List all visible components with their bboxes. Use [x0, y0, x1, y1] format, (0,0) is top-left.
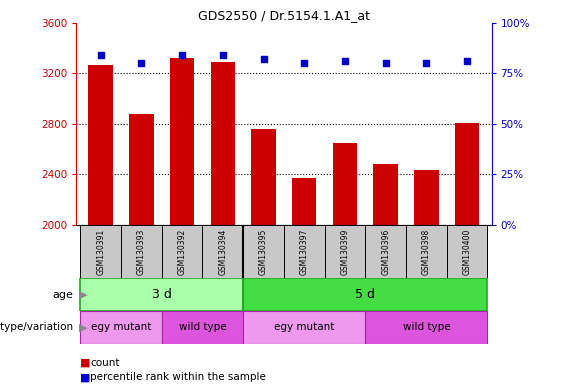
- Text: wild type: wild type: [179, 322, 227, 333]
- Text: GSM130398: GSM130398: [422, 228, 431, 275]
- Point: [218, 52, 227, 58]
- Point: [341, 58, 350, 65]
- Text: genotype/variation: genotype/variation: [0, 322, 73, 333]
- Bar: [243, 311, 366, 344]
- Title: GDS2550 / Dr.5154.1.A1_at: GDS2550 / Dr.5154.1.A1_at: [198, 9, 370, 22]
- Point: [381, 60, 390, 66]
- Point: [300, 60, 309, 66]
- Bar: [129, 114, 154, 225]
- Text: ▶: ▶: [79, 290, 88, 300]
- Text: GSM130391: GSM130391: [96, 228, 105, 275]
- Text: count: count: [90, 358, 120, 368]
- Text: GSM130394: GSM130394: [218, 228, 227, 275]
- Text: GSM130400: GSM130400: [463, 228, 472, 275]
- Text: GSM130392: GSM130392: [177, 228, 186, 275]
- Bar: [414, 170, 438, 225]
- Text: 3 d: 3 d: [152, 288, 172, 301]
- Text: wild type: wild type: [403, 322, 450, 333]
- Text: egy mutant: egy mutant: [274, 322, 334, 333]
- Text: GSM130393: GSM130393: [137, 228, 146, 275]
- Text: GSM130395: GSM130395: [259, 228, 268, 275]
- Point: [177, 52, 186, 58]
- Bar: [80, 225, 121, 278]
- Text: GSM130399: GSM130399: [341, 228, 350, 275]
- Point: [96, 52, 105, 58]
- Text: 5 d: 5 d: [355, 288, 375, 301]
- Text: egy mutant: egy mutant: [91, 322, 151, 333]
- Bar: [243, 278, 488, 311]
- Text: ■: ■: [80, 358, 90, 368]
- Text: GSM130397: GSM130397: [300, 228, 308, 275]
- Text: ■: ■: [80, 372, 90, 382]
- Bar: [292, 178, 316, 225]
- Bar: [333, 143, 357, 225]
- Point: [463, 58, 472, 65]
- Bar: [162, 311, 243, 344]
- Bar: [243, 225, 284, 278]
- Bar: [162, 225, 202, 278]
- Bar: [284, 225, 325, 278]
- Point: [137, 60, 146, 66]
- Bar: [121, 225, 162, 278]
- Bar: [366, 311, 488, 344]
- Bar: [366, 225, 406, 278]
- Bar: [80, 278, 243, 311]
- Bar: [211, 62, 235, 225]
- Bar: [170, 58, 194, 225]
- Bar: [202, 225, 243, 278]
- Text: ▶: ▶: [79, 322, 88, 333]
- Bar: [373, 164, 398, 225]
- Bar: [251, 129, 276, 225]
- Bar: [89, 65, 113, 225]
- Bar: [325, 225, 366, 278]
- Text: GSM130396: GSM130396: [381, 228, 390, 275]
- Point: [422, 60, 431, 66]
- Text: percentile rank within the sample: percentile rank within the sample: [90, 372, 266, 382]
- Bar: [455, 122, 479, 225]
- Bar: [447, 225, 488, 278]
- Point: [259, 56, 268, 63]
- Bar: [80, 311, 162, 344]
- Bar: [406, 225, 447, 278]
- Text: age: age: [53, 290, 73, 300]
